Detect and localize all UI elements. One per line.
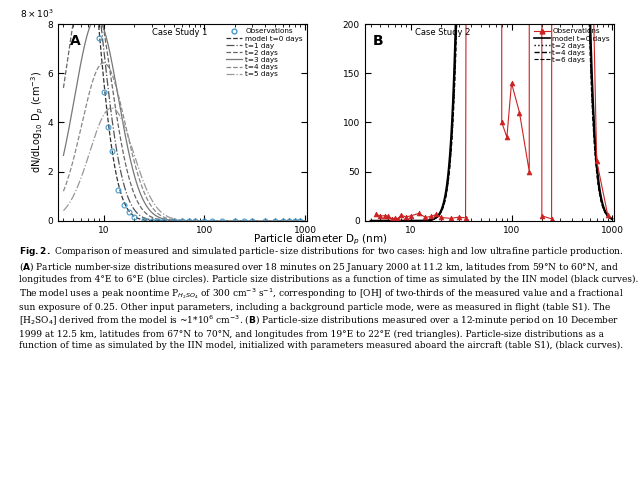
Text: $\bf{Fig.2.}$ Comparison of measured and simulated particle- size distributions : $\bf{Fig.2.}$ Comparison of measured and… xyxy=(19,245,639,349)
Legend: Observations, model t=0 days, t=2 days, t=4 days, t=6 days: Observations, model t=0 days, t=2 days, … xyxy=(533,28,611,64)
Legend: Observations, model t=0 days, t=1 day, t=2 days, t=3 days, t=4 days, t=5 days: Observations, model t=0 days, t=1 day, t… xyxy=(226,28,303,78)
Y-axis label: dN/dLog$_{10}$ D$_p$ (cm$^{-3}$): dN/dLog$_{10}$ D$_p$ (cm$^{-3}$) xyxy=(29,72,45,173)
Text: A: A xyxy=(70,34,81,48)
Text: Particle diameter D$_p$ (nm): Particle diameter D$_p$ (nm) xyxy=(253,233,387,247)
Text: Case Study 1: Case Study 1 xyxy=(152,28,208,37)
Text: Case Study 2: Case Study 2 xyxy=(415,28,470,37)
Text: $8\times10^3$: $8\times10^3$ xyxy=(20,8,54,20)
Text: B: B xyxy=(372,34,383,48)
